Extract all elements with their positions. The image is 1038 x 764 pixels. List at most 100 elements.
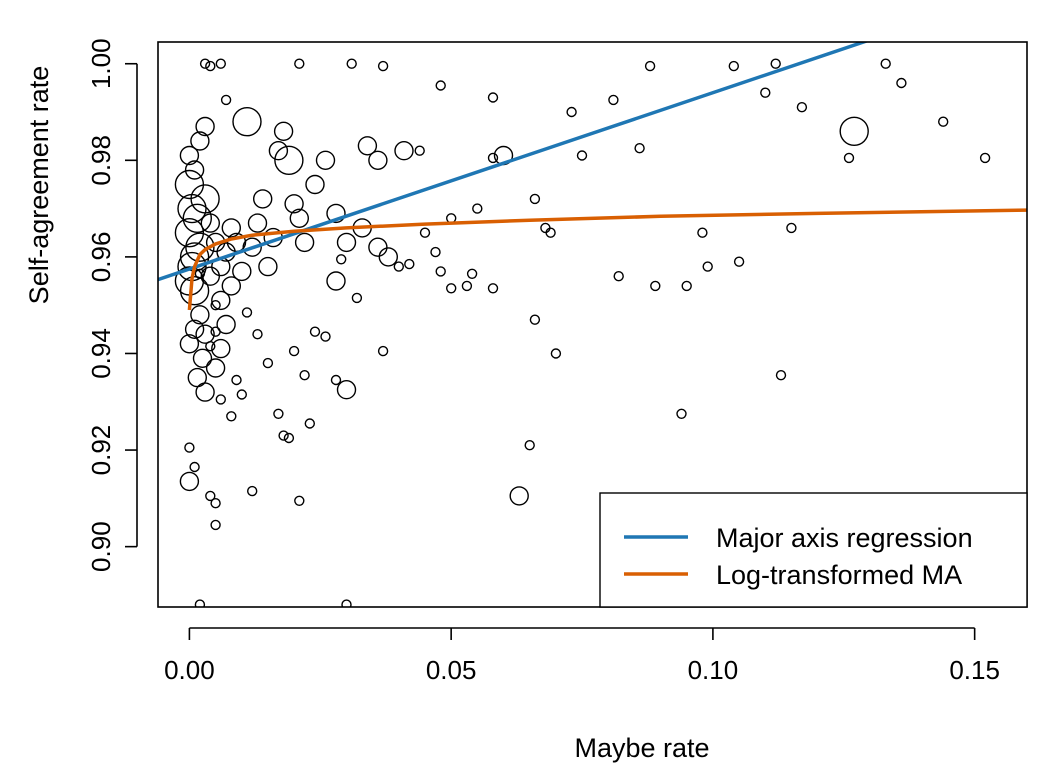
- data-point: [194, 268, 206, 279]
- data-point: [378, 247, 398, 267]
- data-point: [315, 150, 336, 171]
- data-point: [205, 341, 216, 352]
- data-point: [613, 271, 624, 282]
- data-point: [404, 258, 415, 270]
- x-axis: 0.00 0.05 0.10 0.15: [164, 627, 1000, 685]
- data-point: [393, 261, 404, 272]
- data-point: [194, 599, 206, 607]
- data-point: [211, 290, 231, 311]
- data-point: [184, 160, 205, 180]
- data-point: [320, 331, 331, 342]
- data-point: [205, 490, 216, 502]
- data-point: [634, 142, 645, 154]
- x-axis-title: Maybe rate: [574, 733, 709, 763]
- data-point: [880, 58, 891, 69]
- data-point: [487, 152, 499, 164]
- data-point: [216, 314, 236, 335]
- data-point: [236, 389, 248, 400]
- data-point: [430, 246, 441, 258]
- data-point: [226, 411, 237, 422]
- data-point: [550, 348, 562, 359]
- data-point: [200, 266, 221, 286]
- data-point: [487, 283, 499, 294]
- data-point: [215, 58, 227, 69]
- data-point: [529, 314, 541, 325]
- data-point: [189, 461, 200, 473]
- y-tick-label: 0.92: [86, 425, 116, 476]
- data-point: [190, 184, 220, 214]
- data-point: [284, 194, 304, 214]
- data-point: [289, 208, 309, 229]
- data-point: [210, 519, 221, 531]
- data-point: [938, 116, 949, 127]
- data-point: [200, 213, 221, 233]
- y-axis-title: Self-agreement rate: [24, 66, 54, 305]
- data-point: [283, 432, 295, 444]
- x-tick-label: 0.05: [426, 655, 477, 685]
- data-point: [566, 106, 577, 118]
- data-point: [205, 60, 216, 72]
- legend-label-log-ma: Log-transformed MA: [716, 560, 962, 590]
- data-point: [179, 145, 200, 166]
- data-point: [273, 121, 294, 142]
- data-point: [461, 280, 473, 292]
- y-axis: 0.90 0.92 0.94 0.96 0.98 1.00: [86, 38, 138, 572]
- y-tick-label: 0.98: [86, 135, 116, 186]
- data-point: [242, 237, 262, 257]
- data-point: [241, 307, 253, 318]
- data-point: [435, 80, 446, 91]
- data-point: [529, 193, 541, 205]
- data-point: [368, 150, 388, 171]
- data-point: [185, 232, 215, 262]
- data-point: [232, 261, 252, 282]
- data-point: [278, 430, 289, 441]
- data-point: [472, 203, 483, 214]
- data-point: [294, 58, 305, 69]
- data-point: [733, 256, 745, 267]
- data-point: [247, 213, 268, 233]
- data-point: [179, 471, 200, 492]
- data-point: [435, 266, 446, 277]
- data-point: [232, 106, 262, 137]
- data-point: [760, 87, 771, 98]
- data-point: [210, 300, 221, 311]
- data-point: [839, 116, 869, 147]
- x-tick-label: 0.10: [688, 655, 739, 685]
- y-tick-label: 0.90: [86, 521, 116, 572]
- data-point: [195, 324, 215, 344]
- data-point: [896, 77, 907, 89]
- data-point: [346, 58, 357, 69]
- data-point: [702, 261, 713, 272]
- legend: Major axis regression Log-transformed MA: [599, 492, 1028, 608]
- data-point: [466, 268, 478, 279]
- legend-label-major-axis: Major axis regression: [716, 523, 973, 553]
- data-point: [258, 256, 278, 277]
- data-point: [644, 60, 656, 72]
- data-point: [414, 145, 425, 156]
- data-point: [179, 334, 200, 354]
- data-point: [190, 131, 210, 151]
- data-point: [268, 140, 289, 161]
- data-point: [326, 271, 346, 291]
- data-point: [545, 227, 556, 238]
- y-tick-label: 0.94: [86, 328, 116, 379]
- data-point: [775, 370, 787, 381]
- data-point: [262, 357, 274, 369]
- data-point: [786, 222, 797, 234]
- data-point: [509, 486, 529, 506]
- data-point: [273, 408, 284, 419]
- data-point: [174, 217, 205, 248]
- data-point: [246, 485, 258, 497]
- data-point: [650, 280, 661, 292]
- data-point: [351, 292, 363, 304]
- y-tick-label: 1.00: [86, 38, 116, 89]
- data-point: [676, 408, 687, 419]
- data-point: [394, 140, 414, 161]
- data-point: [192, 348, 213, 368]
- data-point: [299, 370, 310, 381]
- legend-box: [599, 492, 1028, 608]
- data-point: [697, 227, 708, 238]
- data-point: [184, 319, 205, 339]
- data-point: [336, 232, 357, 253]
